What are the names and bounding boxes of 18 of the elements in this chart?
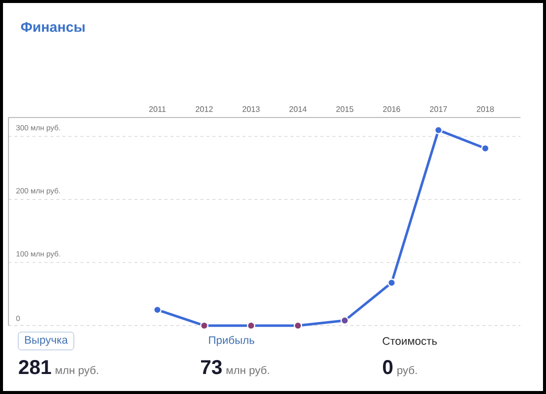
text: 281 <box>18 360 52 374</box>
text: млн руб. <box>56 366 98 376</box>
text: руб. <box>397 366 417 376</box>
x-tick-label: 2018 <box>476 106 494 112</box>
text: 73 <box>201 360 222 374</box>
x-tick-label: 2012 <box>196 106 213 112</box>
text: 0 <box>382 360 393 374</box>
x-tick-label: 2016 <box>383 106 400 112</box>
text: млн руб. <box>226 366 269 376</box>
x-tick-label: 2013 <box>242 106 260 112</box>
x-tick-label: 2014 <box>289 106 307 112</box>
x-tick-label: 2011 <box>149 106 166 112</box>
text: Выручка <box>25 336 68 346</box>
text: Прибыль <box>209 336 254 346</box>
chart-title: Финансы <box>21 22 85 32</box>
x-tick-label: 2015 <box>336 106 354 112</box>
x-tick-label: 2017 <box>430 106 447 112</box>
text: Стоимость <box>382 337 437 345</box>
